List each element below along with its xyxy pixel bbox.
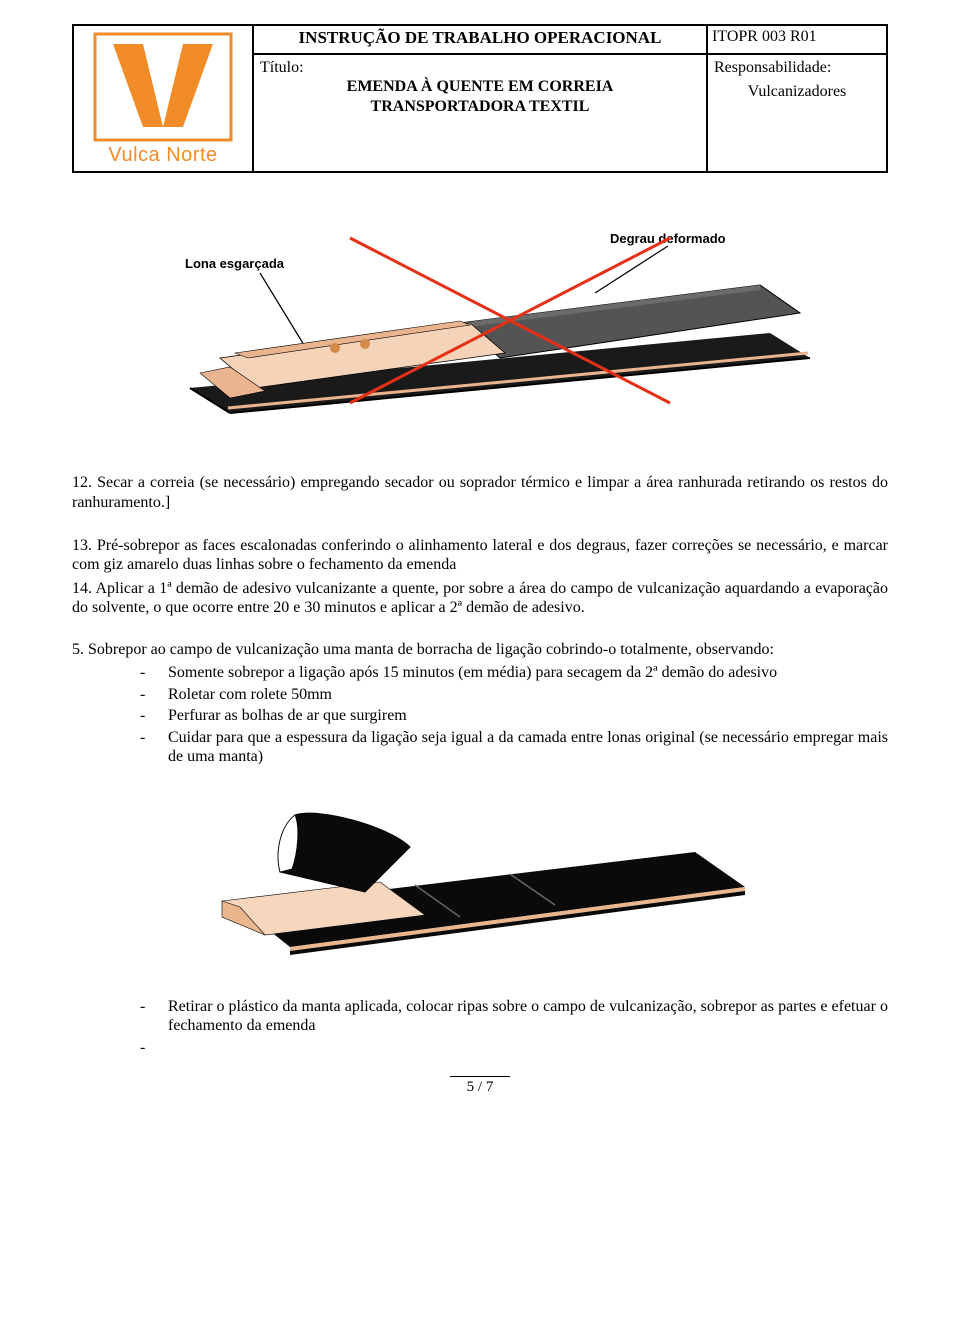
vulca-norte-logo-icon xyxy=(93,32,233,142)
list-item: Somente sobrepor a ligação após 15 minut… xyxy=(168,663,888,683)
logo-cell: Vulca Norte xyxy=(73,25,253,172)
para-13: 13. Pré-sobrepor as faces escalonadas co… xyxy=(72,536,888,575)
responsibility-cell: Responsabilidade: Vulcanizadores xyxy=(707,54,887,172)
title-label: Título: xyxy=(260,59,700,77)
doc-type: INSTRUÇÃO DE TRABALHO OPERACIONAL xyxy=(253,25,707,54)
body-text: 12. Secar a correia (se necessário) empr… xyxy=(72,473,888,767)
resp-body: Vulcanizadores xyxy=(714,77,880,101)
page-number: 5 / 7 xyxy=(450,1076,510,1096)
resp-label: Responsabilidade: xyxy=(714,59,880,77)
bottom-text: Retirar o plástico da manta aplicada, co… xyxy=(72,997,888,1036)
list-item: Cuidar para que a espessura da ligação s… xyxy=(168,728,888,767)
figure-belt-defects: Lona esgarçada Degrau deformado xyxy=(72,213,888,453)
document-header: Vulca Norte INSTRUÇÃO DE TRABALHO OPERAC… xyxy=(72,24,888,173)
doc-code: ITOPR 003 R01 xyxy=(707,25,887,54)
para-14: 14. Aplicar a 1ª demão de adesivo vulcan… xyxy=(72,579,888,618)
para-5-lead: 5. Sobrepor ao campo de vulcanização uma… xyxy=(72,640,888,660)
para-5-list: Somente sobrepor a ligação após 15 minut… xyxy=(72,663,888,767)
list-item: Retirar o plástico da manta aplicada, co… xyxy=(168,997,888,1036)
title-line2: TRANSPORTADORA TEXTIL xyxy=(371,98,590,115)
title-line1: EMENDA À QUENTE EM CORREIA xyxy=(347,78,614,95)
title-cell: Título: EMENDA À QUENTE EM CORREIA TRANS… xyxy=(253,54,707,172)
fig1-label-left: Lona esgarçada xyxy=(185,256,285,271)
figure-belt-sheet xyxy=(72,797,888,967)
logo-text: Vulca Norte xyxy=(82,144,244,167)
list-item: Perfurar as bolhas de ar que surgirem xyxy=(168,706,888,726)
list-item: Roletar com rolete 50mm xyxy=(168,685,888,705)
para-12: 12. Secar a correia (se necessário) empr… xyxy=(72,473,888,512)
bottom-list: Retirar o plástico da manta aplicada, co… xyxy=(72,997,888,1036)
